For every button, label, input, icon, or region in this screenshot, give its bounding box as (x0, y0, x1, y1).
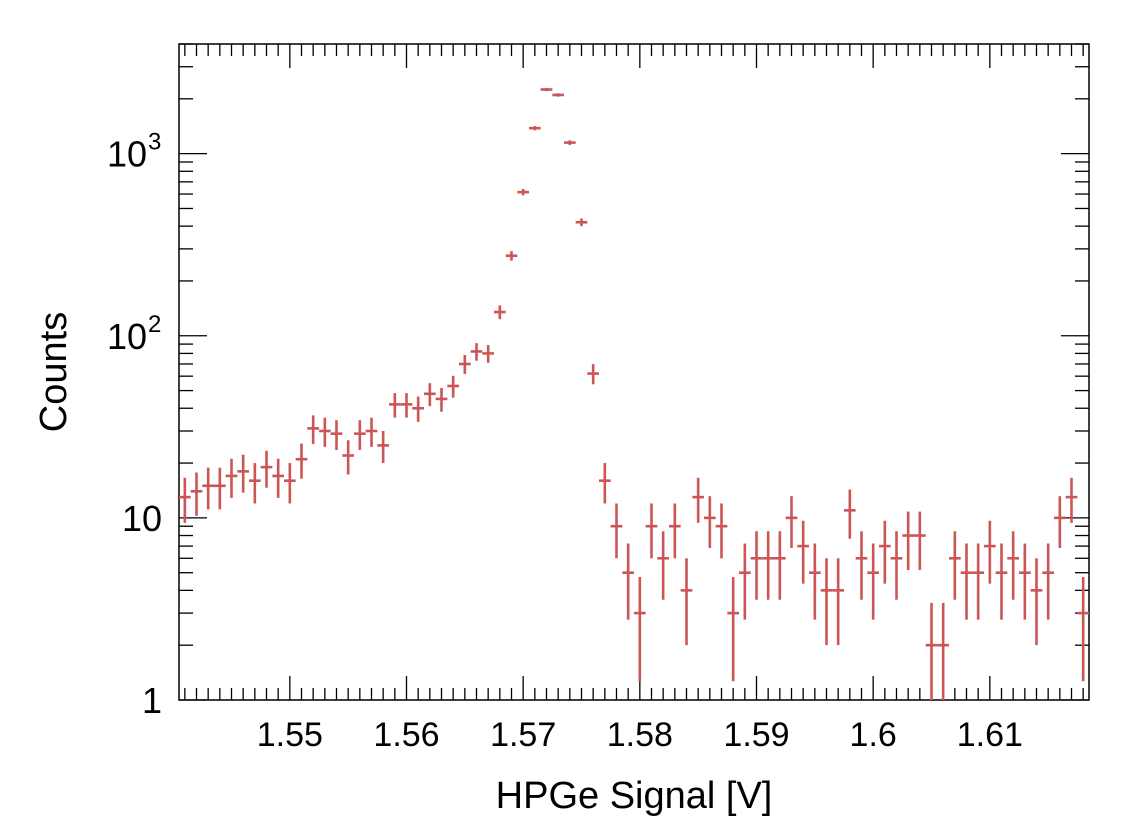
data-point (354, 420, 366, 450)
data-point (552, 93, 564, 97)
x-axis-title: HPGe Signal [V] (496, 775, 773, 817)
data-point (505, 251, 518, 261)
data-point (949, 531, 961, 600)
y-tick-exponent: 2 (148, 311, 161, 338)
data-point (622, 543, 634, 620)
data-point (1077, 577, 1089, 682)
data-point (295, 443, 308, 479)
data-point (237, 454, 249, 493)
data-point (1054, 496, 1066, 548)
x-tick-label: 1.57 (490, 716, 556, 754)
data-point (470, 343, 483, 361)
data-point (984, 520, 996, 584)
data-point (1042, 543, 1054, 620)
data-point (307, 415, 319, 445)
data-point (925, 602, 938, 700)
data-point (645, 503, 658, 559)
data-point (610, 503, 623, 559)
data-point (179, 477, 191, 523)
data-point (832, 558, 844, 646)
data-point (377, 430, 389, 464)
data-point (517, 188, 529, 196)
data-point (692, 477, 704, 523)
x-tick-label: 1.59 (723, 716, 789, 754)
data-point (890, 531, 903, 600)
data-point (424, 383, 436, 407)
data-point (389, 393, 401, 418)
data-point (844, 489, 856, 539)
x-axis-ticks: 1.55 1.56 1.57 1.58 1.59 1.6 1.61 (184, 44, 1084, 754)
data-point (529, 126, 541, 131)
x-tick-label: 1.55 (257, 716, 323, 754)
data-point (867, 543, 879, 620)
data-point (365, 417, 378, 447)
data-point (1065, 477, 1078, 523)
data-point (284, 463, 296, 504)
data-point (715, 503, 728, 559)
data-point (727, 577, 739, 682)
data-point (342, 440, 354, 475)
plot-frame (178, 43, 1090, 701)
data-points (179, 87, 1089, 700)
data-point (482, 345, 494, 363)
data-point (680, 558, 693, 646)
data-point (960, 543, 973, 620)
y-tick-label: 10 (107, 134, 147, 175)
data-point (774, 531, 786, 600)
minor-y-ticks (179, 43, 1089, 646)
y-tick-exponent: 3 (148, 129, 161, 156)
data-point (202, 467, 214, 510)
data-point (400, 393, 413, 418)
data-point (494, 305, 506, 320)
y-tick-label: 10 (107, 316, 147, 357)
data-point (319, 417, 331, 447)
x-tick-label: 1.58 (607, 716, 673, 754)
data-point (330, 420, 343, 450)
data-point (937, 602, 949, 700)
data-point (260, 450, 273, 488)
data-point (412, 396, 424, 422)
data-point (762, 531, 774, 600)
data-point (1007, 531, 1019, 600)
data-point (225, 458, 238, 498)
data-point (902, 511, 914, 571)
data-point (995, 543, 1008, 620)
data-point (634, 577, 646, 682)
data-point (587, 364, 599, 385)
data-point (739, 543, 751, 620)
data-point (599, 463, 611, 504)
data-point (855, 531, 868, 600)
y-tick-label: 10 (122, 498, 162, 539)
data-point (459, 355, 471, 375)
data-point (249, 463, 261, 504)
data-point (785, 496, 798, 548)
data-point (575, 218, 588, 227)
y-axis-title: Counts (33, 312, 75, 432)
x-tick-label: 1.6 (850, 716, 897, 754)
data-point (809, 543, 821, 620)
data-point (750, 531, 763, 600)
data-point (190, 472, 203, 516)
data-point (564, 140, 576, 145)
x-tick-label: 1.61 (957, 716, 1023, 754)
data-point (669, 503, 681, 559)
data-point (214, 467, 226, 510)
data-point (447, 375, 459, 398)
data-point (272, 458, 284, 498)
data-point (914, 511, 926, 571)
data-point (657, 531, 669, 600)
data-point (1019, 543, 1031, 620)
data-point (972, 543, 984, 620)
x-tick-label: 1.56 (373, 716, 439, 754)
data-point (435, 387, 448, 412)
data-point (879, 520, 891, 584)
data-point (704, 496, 716, 548)
y-tick-label: 1 (142, 680, 162, 721)
data-point (820, 558, 833, 646)
data-point (540, 87, 553, 92)
data-point (797, 520, 809, 584)
data-point (1030, 558, 1043, 646)
